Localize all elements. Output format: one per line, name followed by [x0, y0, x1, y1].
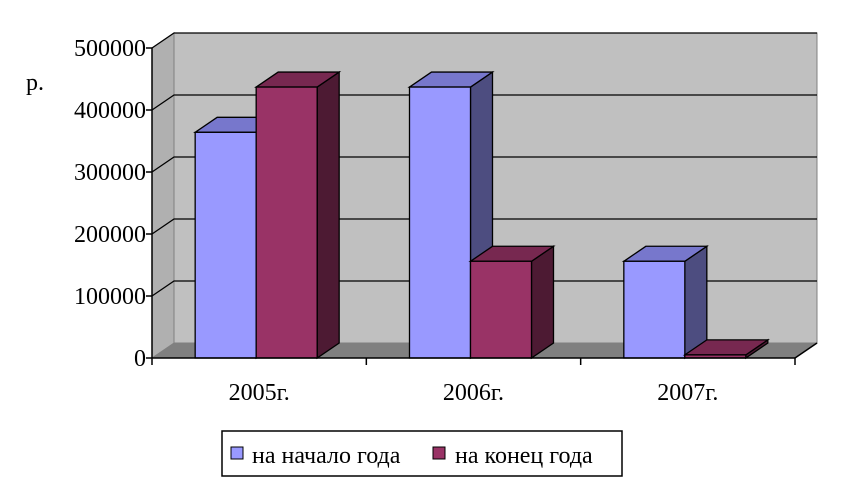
bar-front	[194, 131, 257, 359]
gridline	[151, 280, 817, 297]
x-tick-label: 2007г.	[657, 380, 718, 406]
legend: на начало года на конец года	[221, 430, 623, 477]
bar-2005г.-1	[254, 70, 342, 360]
y-tick-label: 0	[134, 346, 146, 372]
gridline	[151, 32, 817, 49]
legend-swatch-start	[230, 446, 244, 460]
legend-label-end: на конец года	[455, 443, 593, 469]
side-wall	[151, 32, 175, 359]
gridline	[151, 156, 817, 173]
bars	[193, 70, 770, 360]
y-tick-label: 200000	[74, 222, 146, 248]
bar-front	[469, 260, 533, 359]
bar-side	[684, 245, 708, 360]
y-tick-label: 300000	[74, 160, 146, 186]
legend-label-start: на начало года	[252, 443, 401, 469]
legend-swatch-end	[432, 446, 446, 460]
bar-side	[316, 70, 340, 360]
gridline	[151, 218, 817, 235]
bar-2007г.-0	[621, 245, 709, 360]
x-axis-depth	[794, 342, 818, 359]
y-tick-label: 400000	[74, 98, 146, 124]
y-axis-label: р.	[26, 70, 44, 96]
bar-2006г.-1	[468, 245, 556, 360]
bar-side	[530, 245, 555, 360]
bar-front	[255, 86, 318, 359]
bar-front	[408, 86, 472, 359]
axes: 2005г. 2006г. 2007г. 0 100000 200000 300000 400…	[74, 36, 818, 406]
x-tick-label: 2005г.	[229, 380, 290, 406]
bar-2007г.-1	[682, 338, 770, 360]
y-tick-label: 500000	[74, 36, 146, 62]
bar-front	[623, 260, 686, 359]
gridline	[151, 94, 817, 111]
y-tick-label: 100000	[74, 284, 146, 310]
x-tick-label: 2006г.	[443, 380, 504, 406]
